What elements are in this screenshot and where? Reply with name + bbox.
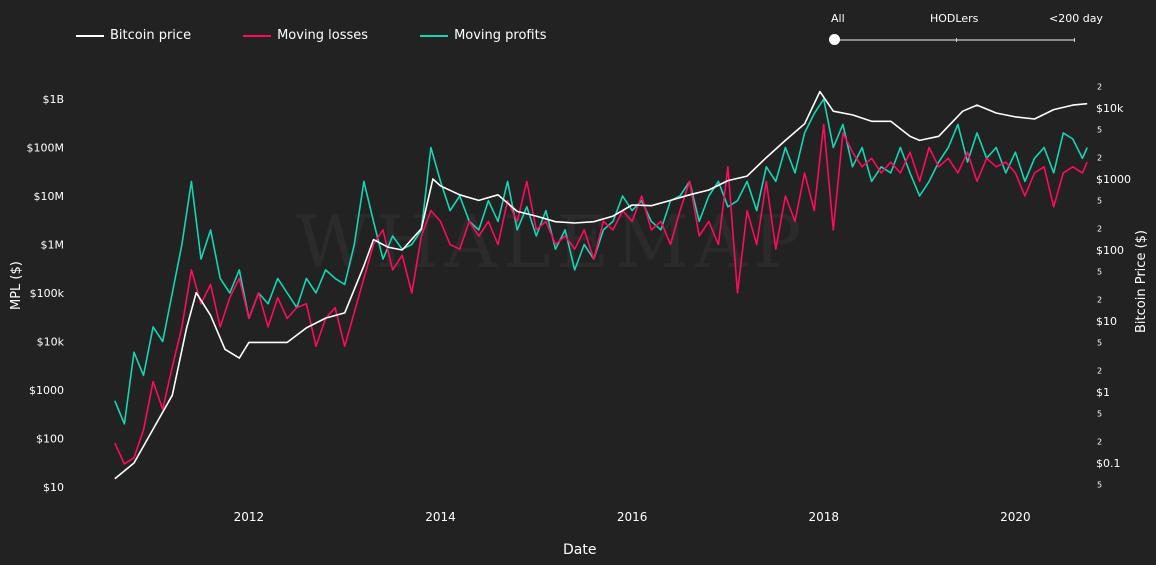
legend-label-losses: Moving losses: [277, 28, 369, 43]
y-right-minor-tick-label: 5: [1097, 480, 1102, 489]
y-left-tick-label: $10M: [34, 190, 65, 203]
y-right-tick-label: $100: [1096, 244, 1124, 257]
series-line-bitcoin-price: [114, 90, 1088, 480]
legend-item-bitcoin-price[interactable]: Bitcoin price: [76, 28, 191, 43]
y-axis-title-left: MPL ($): [9, 261, 24, 310]
y-right-minor-tick-label: 2: [1097, 83, 1102, 92]
y-left-tick-label: $100M: [27, 142, 65, 155]
y-right-minor-tick-label: 5: [1097, 338, 1102, 347]
series-line-moving-profits: [114, 98, 1088, 425]
slider-option-all[interactable]: All: [831, 12, 845, 25]
y-right-tick-label: $10: [1096, 315, 1117, 328]
series-line-moving-losses: [114, 123, 1088, 465]
y-left-tick-label: $1000: [29, 384, 64, 397]
slider-option-hodlers[interactable]: HODLers: [930, 12, 979, 25]
y-left-tick-label: $1B: [42, 93, 64, 106]
y-right-minor-tick-label: 2: [1097, 296, 1102, 305]
slider-option-under-200-day[interactable]: <200 day: [1049, 12, 1103, 25]
cohort-slider[interactable]: All HODLers <200 day: [828, 10, 1108, 50]
y-left-tick-label: $10k: [37, 336, 65, 349]
y-right-minor-tick-label: 5: [1097, 267, 1102, 276]
chart-legend: Bitcoin price Moving losses Moving profi…: [76, 28, 598, 43]
legend-label-profits: Moving profits: [454, 28, 547, 43]
y-right-minor-tick-label: 2: [1097, 367, 1102, 376]
y-axis-title-right: Bitcoin Price ($): [1134, 230, 1149, 333]
x-tick-label: 2012: [234, 510, 265, 524]
x-axis-ticks: 2012 2014 2016 2018 2020: [234, 510, 1031, 524]
y-right-minor-tick-label: 5: [1097, 409, 1102, 418]
y-right-minor-tick-label: 5: [1097, 125, 1102, 134]
series-layer: [114, 90, 1088, 480]
slider-thumb[interactable]: [829, 34, 840, 45]
x-axis-title: Date: [563, 542, 597, 558]
y-right-tick-label: $1000: [1096, 173, 1131, 186]
y-right-minor-tick-label: 2: [1097, 154, 1102, 163]
slider-tick-200-day: [1074, 38, 1075, 42]
y-left-tick-label: $10: [43, 481, 64, 494]
legend-swatch-btc: [76, 34, 104, 37]
y-left-tick-label: $1M: [41, 239, 65, 252]
x-tick-label: 2018: [808, 510, 839, 524]
legend-swatch-profits: [420, 34, 449, 37]
legend-label-btc: Bitcoin price: [110, 28, 192, 43]
x-tick-label: 2014: [425, 510, 456, 524]
y-right-tick-label: $0.1: [1096, 457, 1121, 470]
y-right-minor-tick-label: 2: [1097, 438, 1102, 447]
y-right-axis-ticks: $0.1 $1 $10 $100 $1000 $10k 5 2 5 2 5 2 5 2 5 2 5 2: [1096, 83, 1131, 490]
y-left-axis-ticks: $10 $100 $1000 $10k $100k $1M $10M $100M $1B: [27, 93, 65, 494]
slider-tick-hodlers: [956, 38, 957, 42]
legend-item-moving-losses[interactable]: Moving losses: [243, 28, 368, 43]
y-right-tick-label: $1: [1096, 386, 1110, 399]
y-right-tick-label: $10k: [1096, 102, 1124, 115]
y-left-tick-label: $100: [36, 433, 64, 446]
x-tick-label: 2020: [1000, 510, 1031, 524]
y-left-tick-label: $100k: [30, 287, 65, 300]
slider-track[interactable]: [835, 39, 1075, 41]
x-tick-label: 2016: [617, 510, 648, 524]
legend-item-moving-profits[interactable]: Moving profits: [420, 28, 546, 43]
legend-swatch-losses: [243, 34, 272, 37]
y-right-minor-tick-label: 5: [1097, 196, 1102, 205]
y-right-minor-tick-label: 2: [1097, 225, 1102, 234]
